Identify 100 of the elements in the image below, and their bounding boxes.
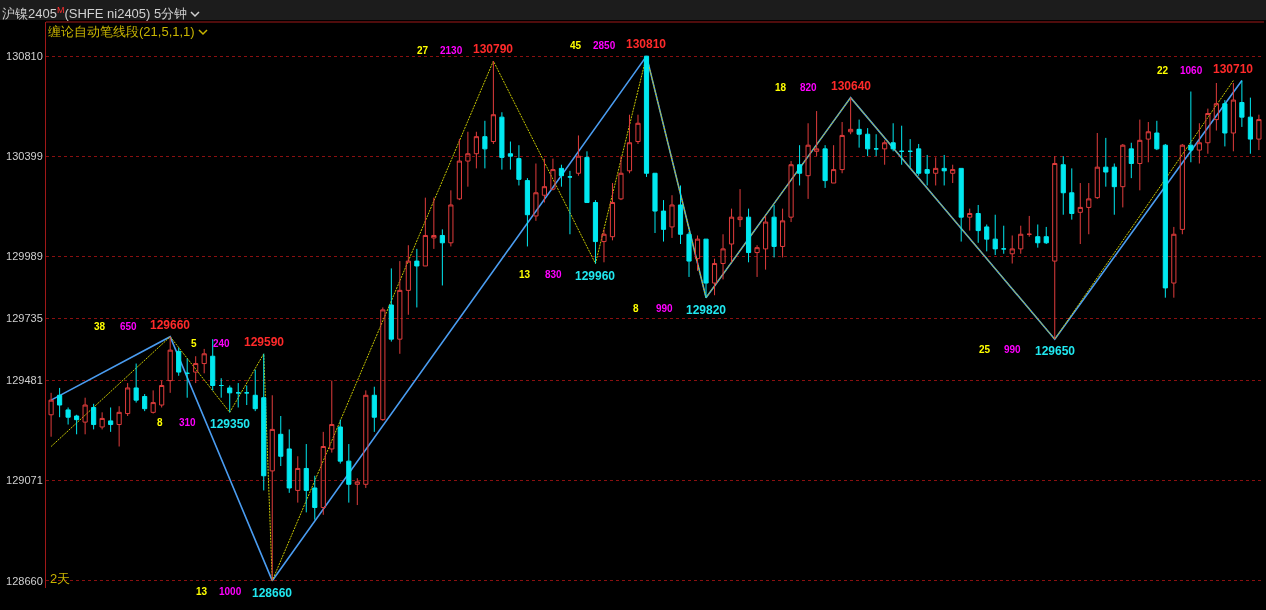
candlestick (1069, 167, 1075, 221)
candlestick (1230, 82, 1236, 152)
candlestick (380, 306, 386, 422)
candlestick (363, 389, 369, 489)
candlestick (660, 199, 667, 243)
annotation: 990 (1004, 344, 1022, 355)
candlestick (618, 155, 624, 201)
candlestick (1213, 82, 1219, 132)
candlestick (397, 260, 403, 355)
candlestick (1154, 120, 1160, 151)
candlestick (550, 158, 556, 191)
annotation: 240 (213, 338, 231, 349)
candlestick (422, 197, 428, 267)
candlestick (116, 405, 122, 447)
candlestick (82, 397, 88, 435)
y-tick-label: 129735 (6, 312, 43, 325)
candlestick (1162, 143, 1168, 299)
candlestick (865, 127, 871, 157)
annotation: 830 (545, 269, 563, 280)
annotation: 310 (179, 417, 197, 428)
annotation: 130810 (626, 37, 667, 51)
candlestick (99, 411, 105, 430)
candlestick (244, 385, 250, 406)
candlestick (439, 228, 445, 286)
chart-title: 沪镍2405$^{M}$(SHFE ni2405) 5分钟 (2, 5, 188, 22)
annotation: 820 (800, 82, 818, 93)
annotation: 13 (196, 586, 208, 597)
candlestick (737, 188, 743, 228)
annotation: 650 (120, 321, 138, 332)
candlestick (882, 139, 888, 166)
candlestick (1145, 121, 1151, 163)
candlestick (575, 134, 582, 177)
candlestick (218, 377, 224, 399)
candlestick (1086, 182, 1092, 235)
candlestick (1009, 234, 1015, 265)
candlestick (329, 380, 335, 454)
candlestick (499, 111, 505, 171)
candlestick (1052, 155, 1058, 340)
candlestick (252, 369, 258, 412)
candlestick (57, 387, 63, 418)
y-tick-label: 130399 (6, 150, 43, 163)
annotation: 2130 (440, 45, 463, 56)
candlestick (831, 144, 837, 184)
candlestick (601, 228, 607, 263)
candlestick (1128, 142, 1134, 179)
candlestick (584, 150, 590, 204)
candlestick (686, 231, 692, 278)
annotation: 129820 (686, 303, 727, 317)
candlestick (448, 189, 454, 247)
candlestick (1120, 143, 1126, 208)
candlestick (643, 55, 650, 178)
candlestick (388, 267, 394, 343)
candlestick (133, 363, 139, 404)
candlestick (1256, 114, 1262, 151)
candlestick (797, 144, 803, 186)
candlestick (720, 233, 726, 280)
candlestick (754, 244, 760, 278)
candlestick (312, 475, 318, 521)
annotation: 5 (191, 338, 197, 349)
candlestick (431, 197, 437, 250)
candlestick (950, 164, 956, 184)
annotation: 22 (1157, 65, 1169, 76)
candlestick (975, 204, 981, 244)
annotation: 13 (519, 269, 531, 280)
candlestick (1179, 143, 1185, 235)
candlestick (814, 110, 820, 157)
candlestick (150, 389, 156, 415)
candlestick (771, 204, 777, 258)
candlestick (337, 419, 343, 465)
annotation: 990 (656, 303, 674, 314)
y-tick-label: 129071 (6, 474, 43, 487)
candlestick (524, 177, 530, 247)
candlestick (873, 133, 879, 157)
candlestick (295, 455, 301, 504)
candlestick (907, 138, 913, 168)
annotation: 129590 (244, 335, 285, 349)
candlestick (703, 238, 709, 299)
candlestick (108, 406, 114, 433)
candlestick (235, 382, 241, 408)
candlestick (1111, 163, 1117, 216)
candlestick (933, 156, 939, 186)
candlestick (74, 414, 80, 435)
candlestick (1060, 155, 1066, 216)
candlestick (541, 158, 548, 204)
candlestick (941, 154, 947, 186)
candlestick (456, 138, 462, 201)
candlestick (856, 119, 862, 149)
candlestick (1018, 225, 1024, 255)
candlestick (91, 403, 97, 430)
candlestick (762, 215, 769, 271)
candlestick (890, 122, 896, 152)
candlestick (65, 406, 71, 426)
annotation: 129660 (150, 318, 191, 332)
candlestick (822, 144, 828, 189)
y-tick-label: 129989 (6, 250, 43, 263)
annotation: 130790 (473, 42, 514, 56)
candlestick (839, 121, 845, 174)
candlestick (1247, 97, 1253, 155)
candlestick (176, 347, 182, 377)
candlestick (848, 97, 854, 135)
